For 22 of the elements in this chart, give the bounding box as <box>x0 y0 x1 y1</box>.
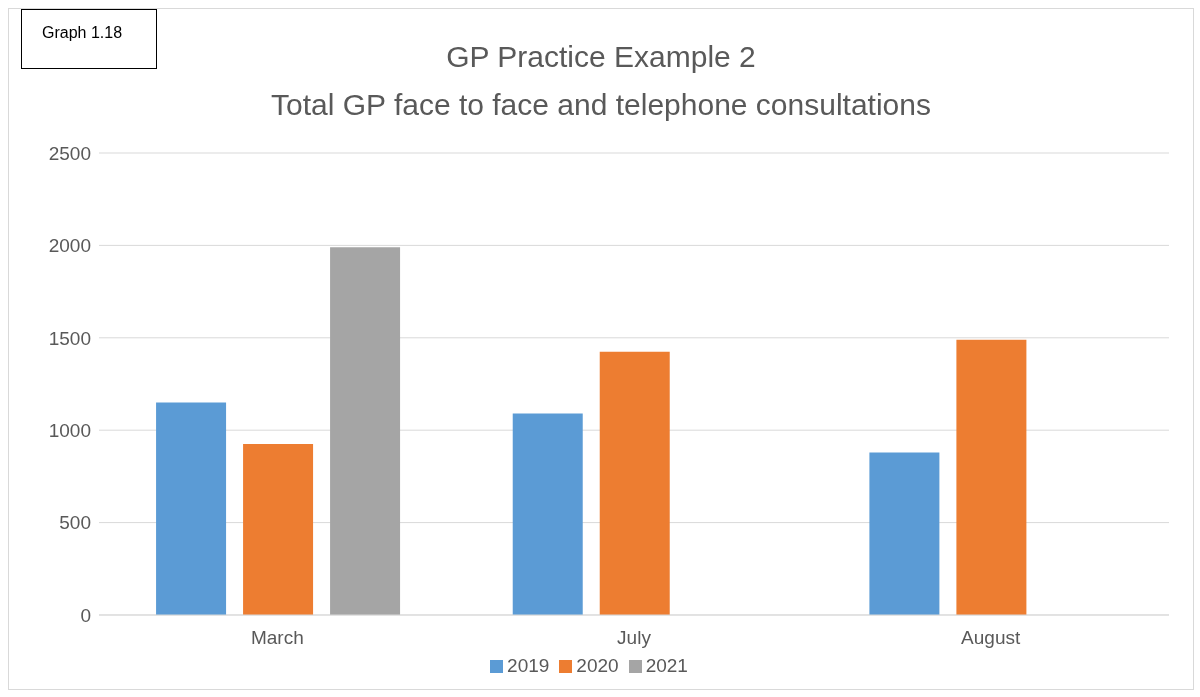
x-tick-label: July <box>617 627 652 649</box>
bar <box>512 413 583 615</box>
y-tick-label: 2500 <box>48 142 91 164</box>
bar <box>869 452 940 615</box>
x-tick-label: March <box>250 627 304 649</box>
bar <box>599 351 670 615</box>
x-tick-label: August <box>961 627 1021 649</box>
legend-label: 2019 <box>507 655 550 676</box>
caption: Graph 1.18 <box>21 9 157 69</box>
bar <box>956 339 1027 615</box>
y-tick-label: 1500 <box>48 327 91 349</box>
y-tick-label: 0 <box>80 604 91 626</box>
legend-label: 2020 <box>576 655 619 676</box>
y-tick-label: 500 <box>59 512 91 534</box>
y-tick-label: 2000 <box>48 235 91 257</box>
legend-label: 2021 <box>645 655 688 676</box>
bar <box>156 402 227 615</box>
y-tick-label: 1000 <box>48 419 91 441</box>
bar <box>330 247 401 615</box>
chart-title: GP Practice Example 2 <box>446 40 756 73</box>
chart-subtitle: Total GP face to face and telephone consultations <box>270 87 932 123</box>
bar <box>243 444 314 615</box>
